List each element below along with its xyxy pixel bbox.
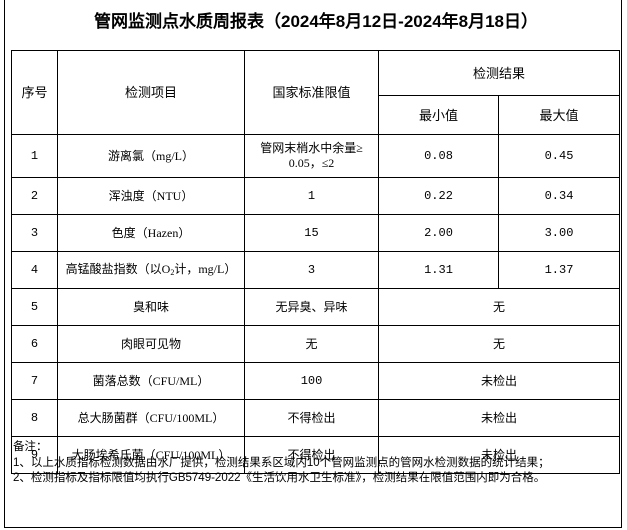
cell-min: 0.22: [378, 177, 499, 215]
cell-item-subscript: 2: [170, 268, 175, 277]
cell-item: 高锰酸盐指数（以O2计，mg/L）: [57, 251, 245, 289]
table-row: 3 色度（Hazen） 15 2.00 3.00: [11, 214, 621, 252]
cell-min: 2.00: [378, 214, 499, 252]
cell-item-suffix: 计，mg/L）: [174, 262, 237, 276]
cell-item-prefix: 高锰酸盐指数（以O: [65, 262, 171, 276]
cell-limit: 100: [244, 362, 379, 400]
cell-max: 1.37: [497, 251, 621, 289]
notes-label: 备注：: [13, 441, 48, 453]
cell-index: 2: [11, 177, 58, 215]
page-title: 管网监测点水质周报表（2024年8月12日-2024年8月18日）: [93, 12, 539, 31]
cell-limit-line2: 0.05，≤2: [288, 156, 335, 170]
cell-result-merged: 未检出: [377, 399, 621, 437]
cell-limit: 3: [244, 251, 379, 289]
cell-index: 5: [11, 288, 58, 326]
cell-limit-line1: 管网末梢水中余量≥: [260, 141, 363, 155]
cell-max: 0.45: [497, 134, 621, 178]
cell-item: 总大肠菌群（CFU/100ML）: [57, 399, 245, 437]
table-header: 序号 检测项目 国家标准限值 检测结果 最小值 最大值: [11, 50, 621, 135]
column-header-item: 检测项目: [57, 50, 245, 135]
column-header-limit: 国家标准限值: [244, 50, 379, 135]
notes-section: 备注： 1、以上水质指标检测数据由水厂提供，检测结果系区域内10个管网监测点的管…: [13, 440, 621, 487]
cell-max: 0.34: [497, 177, 621, 215]
page-frame: 管网监测点水质周报表（2024年8月12日-2024年8月18日） 序号 检测项…: [4, 0, 622, 528]
column-header-index: 序号: [11, 50, 58, 135]
cell-item: 浑浊度（NTU）: [57, 177, 245, 215]
cell-limit: 管网末梢水中余量≥ 0.05，≤2: [244, 134, 379, 178]
cell-limit: 无异臭、异味: [244, 288, 379, 326]
table-row: 4 高锰酸盐指数（以O2计，mg/L） 3 1.31 1.37: [11, 251, 621, 289]
cell-item: 大肠埃希氏菌（CFU/100ML）: [57, 436, 245, 474]
cell-index: 7: [11, 362, 58, 400]
cell-limit: 15: [244, 214, 379, 252]
cell-item: 色度（Hazen）: [57, 214, 245, 252]
cell-min: 1.31: [378, 251, 499, 289]
cell-index: 8: [11, 399, 58, 437]
cell-result-merged: 无: [377, 325, 621, 363]
table-header-row-sub: 最小值 最大值: [12, 95, 621, 135]
cell-limit: 无: [244, 325, 379, 363]
cell-item: 菌落总数（CFU/ML）: [57, 362, 245, 400]
cell-item: 游离氯（mg/L）: [57, 134, 245, 178]
cell-index: 6: [11, 325, 58, 363]
table-row: 7 菌落总数（CFU/ML） 100 未检出: [11, 362, 621, 400]
cell-result-merged: 无: [377, 288, 621, 326]
table-row: 1 游离氯（mg/L） 管网末梢水中余量≥ 0.05，≤2 0.08 0.45: [11, 134, 621, 178]
cell-index: 3: [11, 214, 58, 252]
cell-result-merged: 未检出: [377, 362, 621, 400]
cell-limit: 不得检出: [244, 399, 379, 437]
cell-max: 3.00: [497, 214, 621, 252]
cell-min: 0.08: [378, 134, 499, 178]
table-header-row-top: 序号 检测项目 国家标准限值 检测结果: [11, 50, 621, 135]
notes-line-2: 2、检测指标及指标限值均执行GB5749-2022《生活饮用水卫生标准》，检测结…: [13, 472, 546, 484]
cell-item: 肉眼可见物: [57, 325, 245, 363]
notes-line-1: 1、以上水质指标检测数据由水厂提供，检测结果系区域内10个管网监测点的管网水检测…: [13, 456, 550, 469]
cell-result-merged: 未检出: [377, 436, 621, 474]
column-header-min: 最小值: [378, 95, 499, 135]
cell-item: 臭和味: [57, 288, 245, 326]
cell-limit: 1: [244, 177, 379, 215]
table-row: 9 大肠埃希氏菌（CFU/100ML） 不得检出 未检出: [11, 436, 621, 474]
table-row: 6 肉眼可见物 无 无: [11, 325, 621, 363]
table-row: 8 总大肠菌群（CFU/100ML） 不得检出 未检出: [11, 399, 621, 437]
column-header-max: 最大值: [497, 95, 621, 135]
cell-index: 4: [11, 251, 58, 289]
table-row: 2 浑浊度（NTU） 1 0.22 0.34: [11, 177, 621, 215]
cell-limit: 不得检出: [244, 436, 379, 474]
table-row: 5 臭和味 无异臭、异味 无: [11, 288, 621, 326]
cell-index: 1: [11, 134, 58, 178]
water-quality-report-table: 序号 检测项目 国家标准限值 检测结果 最小值 最大值 1 游离氯（mg/L） …: [11, 50, 621, 474]
column-header-result-group: 检测结果: [377, 50, 621, 96]
table-body: 1 游离氯（mg/L） 管网末梢水中余量≥ 0.05，≤2 0.08 0.45 …: [11, 134, 621, 474]
